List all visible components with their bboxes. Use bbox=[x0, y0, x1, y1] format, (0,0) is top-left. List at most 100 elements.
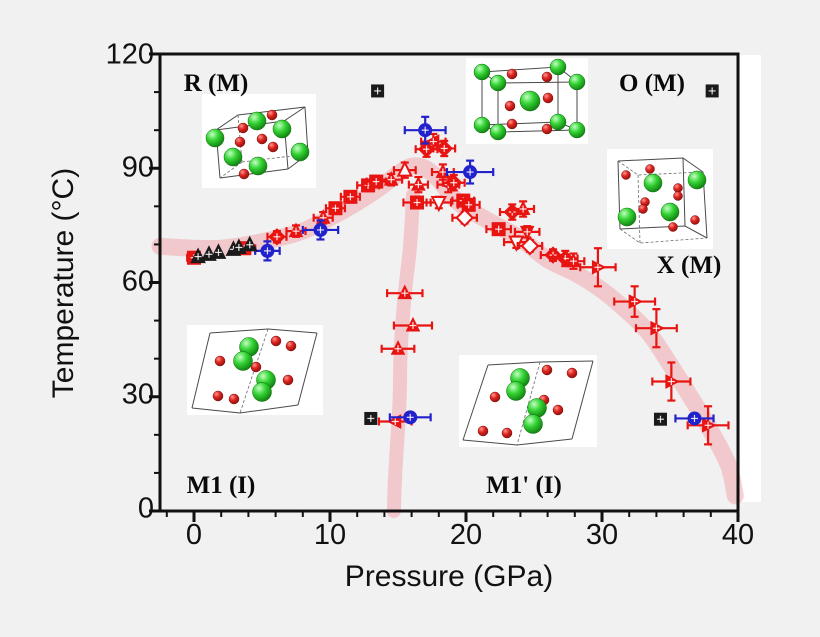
data-point bbox=[485, 222, 512, 237]
crystal-inset-r bbox=[202, 94, 316, 188]
red-atom bbox=[668, 222, 678, 232]
data-point bbox=[386, 284, 424, 300]
y-tick-label-120: 120 bbox=[105, 38, 154, 71]
green-atom bbox=[549, 58, 567, 76]
phase-label-m1: M1 (I) bbox=[186, 472, 256, 499]
red-atom bbox=[228, 393, 240, 405]
crystal-inset-x bbox=[607, 149, 713, 249]
red-atom bbox=[501, 427, 513, 439]
red-atom bbox=[214, 355, 226, 367]
red-atom bbox=[638, 204, 648, 214]
phase-label-x: X (M) bbox=[656, 252, 722, 279]
data-point bbox=[441, 174, 466, 192]
green-atom bbox=[523, 414, 543, 434]
y-tick-label-90: 90 bbox=[121, 151, 154, 184]
data-point bbox=[403, 115, 447, 145]
green-atom bbox=[506, 381, 526, 401]
red-atom bbox=[282, 374, 294, 386]
data-point bbox=[651, 361, 692, 402]
red-atom bbox=[267, 141, 279, 153]
red-atom bbox=[645, 164, 655, 174]
red-atom bbox=[673, 191, 683, 201]
green-atom bbox=[252, 382, 272, 402]
red-atom bbox=[256, 133, 268, 145]
x-axis-title: Pressure (GPa) bbox=[344, 560, 554, 593]
data-point bbox=[190, 247, 206, 264]
reference-points-black-squares bbox=[364, 84, 719, 426]
data-point bbox=[371, 84, 385, 98]
data-point bbox=[686, 405, 730, 446]
red-atom bbox=[266, 109, 278, 121]
green-atom bbox=[617, 207, 637, 227]
data-point bbox=[511, 200, 536, 218]
data-point bbox=[516, 236, 544, 256]
green-atom bbox=[205, 128, 225, 148]
data-point bbox=[456, 197, 481, 212]
red-atom bbox=[250, 361, 262, 373]
data-point bbox=[254, 240, 281, 262]
data-point bbox=[379, 171, 404, 187]
crystal-inset-o bbox=[466, 58, 588, 144]
x-tick-label-0: 0 bbox=[185, 519, 203, 551]
x-tick-label-10: 10 bbox=[313, 519, 347, 551]
red-atom bbox=[234, 136, 246, 148]
green-atom bbox=[660, 202, 680, 222]
crystal-inset-m1 bbox=[187, 325, 323, 415]
red-atom bbox=[237, 122, 249, 134]
x-tick-label-40: 40 bbox=[721, 519, 755, 551]
red-atom bbox=[541, 71, 553, 83]
data-point bbox=[613, 285, 657, 318]
data-point bbox=[285, 222, 307, 238]
data-point bbox=[425, 195, 453, 213]
data-point bbox=[561, 252, 586, 270]
green-atom bbox=[489, 123, 507, 141]
green-atom bbox=[568, 121, 586, 139]
green-atom bbox=[643, 173, 663, 193]
data-point bbox=[634, 308, 678, 349]
red-atom bbox=[552, 404, 564, 416]
green-atom bbox=[473, 63, 491, 81]
data-point bbox=[312, 209, 334, 225]
red-atom bbox=[504, 100, 516, 112]
data-point bbox=[392, 316, 434, 332]
green-atom bbox=[248, 156, 268, 176]
phase-label-r: R (M) bbox=[183, 70, 249, 97]
green-atom bbox=[687, 170, 707, 190]
red-atom bbox=[541, 364, 553, 376]
data-point bbox=[231, 238, 247, 254]
data-point bbox=[210, 243, 227, 259]
green-atom bbox=[519, 90, 541, 112]
red-atom bbox=[690, 215, 700, 225]
data-point bbox=[388, 410, 432, 425]
data-point bbox=[432, 139, 457, 158]
x-tick-label-20: 20 bbox=[449, 519, 483, 551]
transition-points-red bbox=[186, 132, 730, 446]
data-point bbox=[241, 235, 258, 252]
red-atom bbox=[673, 183, 683, 193]
data-point bbox=[407, 175, 430, 194]
data-point bbox=[445, 159, 495, 185]
green-atom bbox=[233, 351, 253, 371]
reference-points-black-triangles bbox=[190, 235, 258, 264]
green-atom bbox=[489, 74, 507, 92]
y-tick-label-0: 0 bbox=[137, 492, 154, 525]
data-point bbox=[451, 208, 478, 228]
y-tick-label-30: 30 bbox=[121, 378, 154, 411]
red-atom bbox=[270, 335, 282, 347]
red-atom bbox=[477, 425, 489, 437]
green-atom bbox=[290, 142, 310, 162]
y-axis-title: Temperature (°C) bbox=[47, 167, 80, 399]
red-atom bbox=[542, 92, 554, 104]
phase-label-o: O (M) bbox=[619, 70, 685, 97]
data-point bbox=[339, 189, 362, 204]
red-atom bbox=[506, 118, 518, 130]
red-atom bbox=[621, 170, 631, 180]
data-point bbox=[674, 411, 715, 426]
y-tick-label-60: 60 bbox=[121, 265, 154, 298]
data-point bbox=[579, 247, 617, 288]
data-point bbox=[392, 160, 417, 179]
green-atom bbox=[473, 116, 491, 134]
transition-points-blue-circles bbox=[254, 115, 715, 426]
